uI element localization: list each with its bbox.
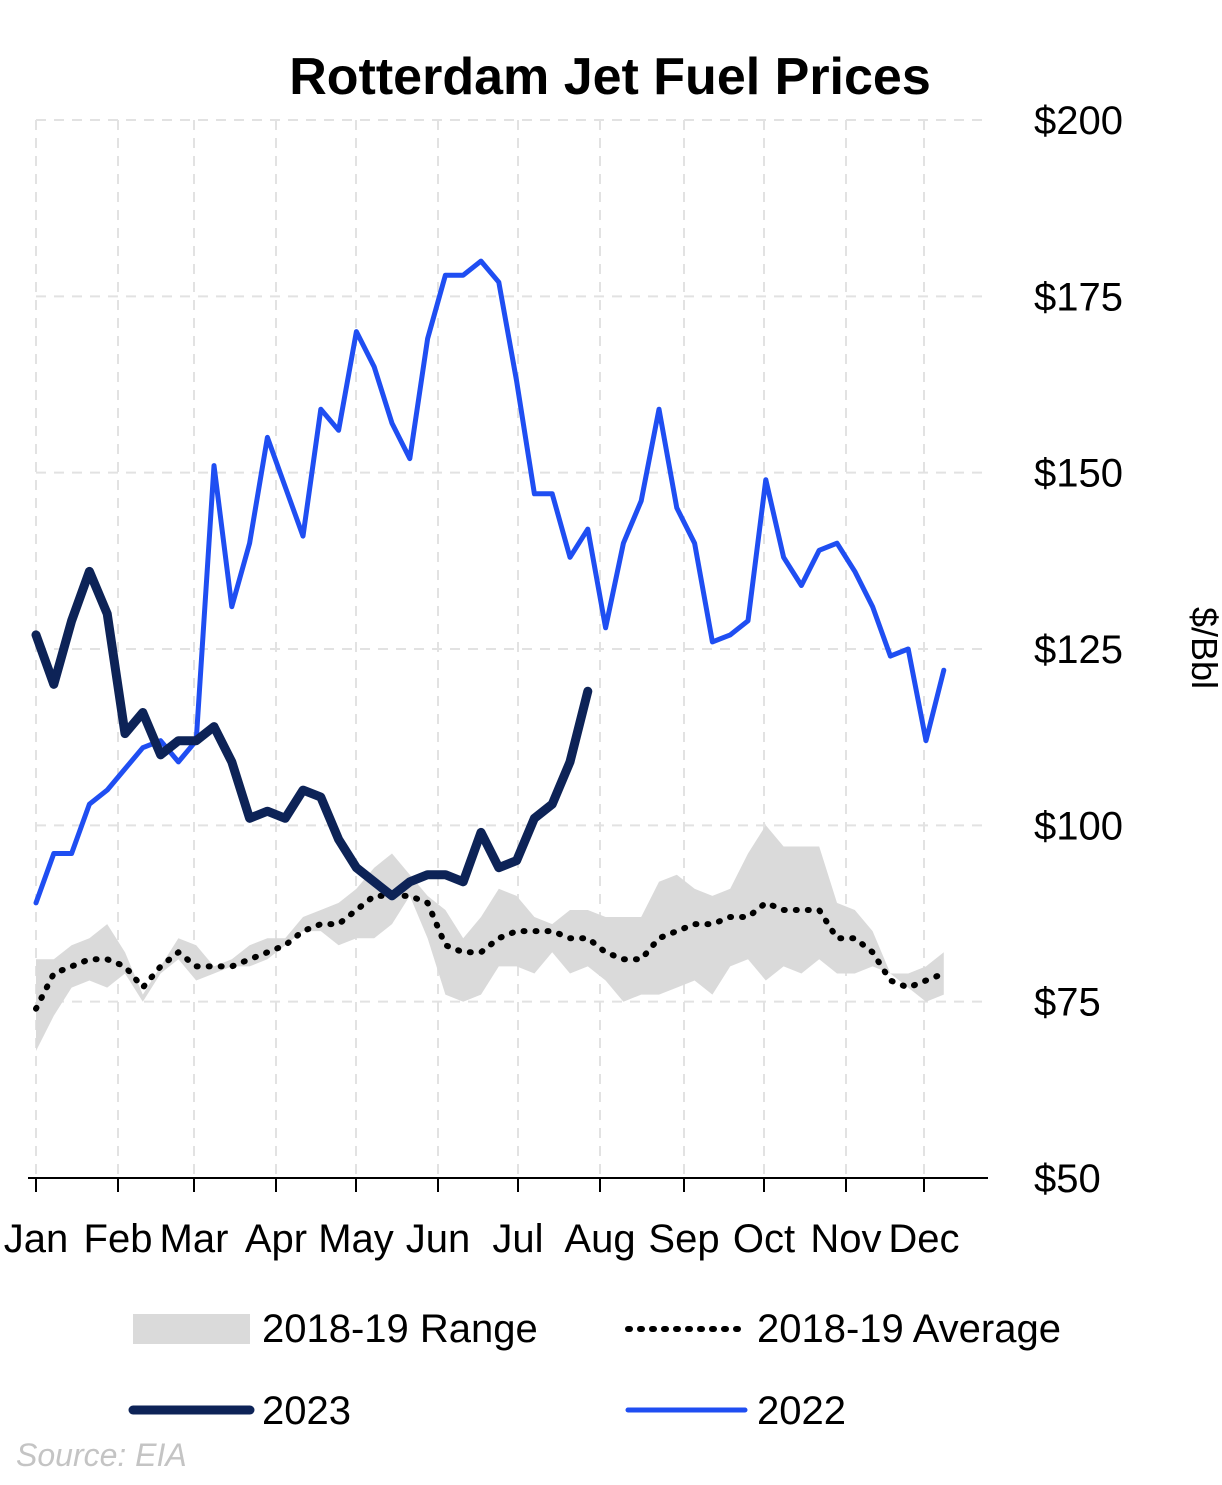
legend-label-range: 2018-19 Range bbox=[262, 1307, 538, 1351]
legend: 2018-19 Range 2018-19 Average 2023 2022 bbox=[128, 1307, 1061, 1433]
x-tick-label-mar: Mar bbox=[160, 1217, 229, 1261]
range-band bbox=[36, 825, 944, 1051]
y-axis-label: $/Bbl bbox=[1184, 607, 1222, 689]
x-tick-label-dec: Dec bbox=[888, 1217, 959, 1261]
legend-label-2022: 2022 bbox=[757, 1389, 846, 1433]
y-tick-label-175: $175 bbox=[1034, 275, 1123, 319]
series-2023-line bbox=[31, 566, 593, 901]
x-tick-label-oct: Oct bbox=[733, 1217, 795, 1261]
x-tick-label-aug: Aug bbox=[564, 1217, 635, 1261]
series-lines bbox=[31, 258, 947, 1012]
x-tick-label-feb: Feb bbox=[84, 1217, 153, 1261]
series-average-line bbox=[33, 892, 947, 1012]
y-tick-label-125: $125 bbox=[1034, 628, 1123, 672]
legend-label-average: 2018-19 Average bbox=[757, 1307, 1061, 1351]
x-tick-label-jul: Jul bbox=[492, 1217, 543, 1261]
y-tick-label-50: $50 bbox=[1034, 1157, 1101, 1201]
y-tick-label-75: $75 bbox=[1034, 981, 1101, 1025]
gridlines bbox=[35, 119, 988, 1178]
x-tick-label-jun: Jun bbox=[406, 1217, 471, 1261]
legend-swatch-range bbox=[133, 1314, 250, 1344]
x-axis: Jan Feb Mar Apr May Jun Jul Aug Sep Oct Nov Dec bbox=[4, 1177, 988, 1261]
x-tick-label-nov: Nov bbox=[810, 1217, 881, 1261]
y-tick-label-200: $200 bbox=[1034, 99, 1123, 143]
x-tick-label-may: May bbox=[318, 1217, 394, 1261]
chart-title: Rotterdam Jet Fuel Prices bbox=[289, 48, 931, 106]
x-tick-label-sep: Sep bbox=[648, 1217, 719, 1261]
y-tick-label-100: $100 bbox=[1034, 804, 1123, 848]
y-tick-label-150: $150 bbox=[1034, 452, 1123, 496]
y-axis: $50 $75 $100 $125 $150 $175 $200 bbox=[1034, 99, 1123, 1201]
series-range-band bbox=[36, 825, 944, 1051]
series-2022-line bbox=[33, 258, 947, 906]
x-tick-label-apr: Apr bbox=[245, 1217, 307, 1261]
x-tick-label-jan: Jan bbox=[4, 1217, 69, 1261]
legend-label-2023: 2023 bbox=[262, 1389, 351, 1433]
source-note: Source: EIA bbox=[16, 1437, 187, 1473]
